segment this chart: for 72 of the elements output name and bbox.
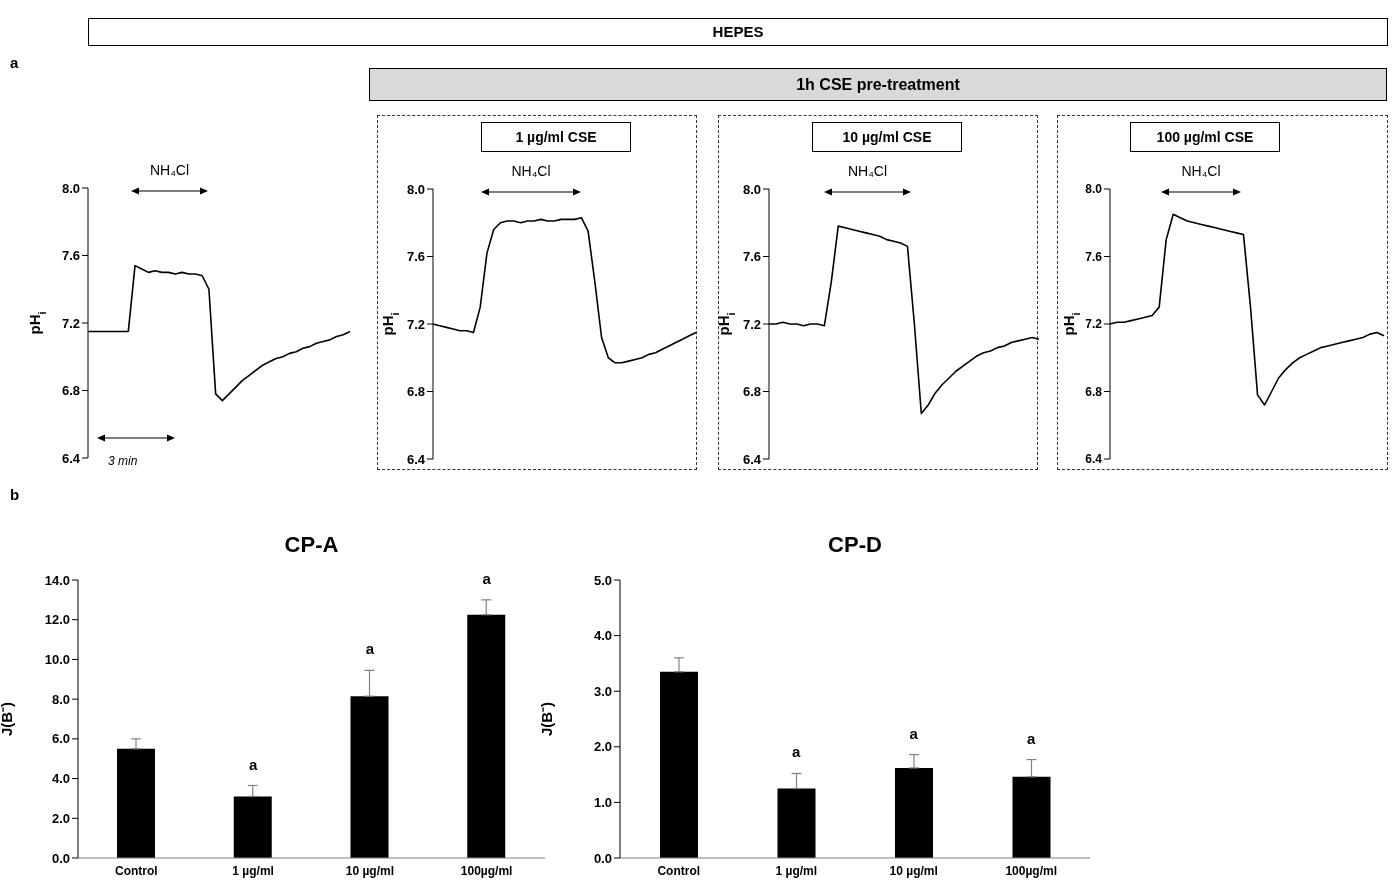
y-axis-title: J(B⁻) (538, 701, 555, 737)
y-tick-label: 7.2 (406, 316, 425, 332)
annotation: a (482, 569, 492, 587)
y-tick-label: 7.6 (61, 248, 80, 264)
text: a (10, 54, 19, 71)
x-tick-label: 100µg/ml (460, 863, 513, 878)
x-tick-label: 100µg/ml (1005, 863, 1058, 878)
y-tick-label: 8.0 (51, 691, 70, 707)
x-tick-label: 1 µg/ml (232, 863, 274, 878)
x-tick-label: 10 µg/ml (889, 863, 938, 878)
y-tick-label: 8.0 (61, 180, 80, 196)
text: HEPES (88, 18, 1388, 46)
y-tick-label: 7.2 (61, 315, 80, 331)
chart-title: 10 µg/ml CSE (812, 122, 962, 152)
x-tick-label: Control (657, 863, 701, 878)
y-tick-label: 6.8 (742, 384, 761, 400)
annotation: a (365, 640, 375, 658)
annotation: a (1027, 729, 1037, 747)
x-tick-label: 1 µg/ml (775, 863, 818, 878)
annotation: a (909, 724, 919, 742)
y-tick-label: 2.0 (51, 810, 70, 826)
text: NH₄Cl (1180, 163, 1222, 179)
text: NH₄Cl (846, 163, 889, 179)
y-tick-label: 6.4 (742, 451, 762, 467)
y-tick-label: 6.8 (406, 384, 425, 400)
bar (117, 748, 155, 858)
annotation: a (248, 755, 258, 773)
bar (233, 796, 272, 858)
bar (777, 788, 816, 858)
chart-title: CP-A (283, 532, 340, 558)
y-tick-label: 5.0 (593, 572, 612, 588)
chart-title: 100 µg/ml CSE (1130, 122, 1280, 152)
annotation: a (792, 743, 802, 761)
y-tick-label: 4.0 (593, 628, 612, 644)
x-tick-label: 10 µg/ml (345, 863, 395, 878)
y-tick-label: 2.0 (593, 739, 612, 755)
y-tick-label: 7.6 (742, 249, 761, 265)
y-tick-label: 6.4 (1085, 452, 1103, 467)
y-tick-label: 6.4 (406, 451, 426, 467)
y-tick-label: 0.0 (51, 850, 70, 866)
text: 1h CSE pre-treatment (369, 68, 1387, 101)
y-tick-label: 4.0 (51, 771, 70, 787)
text: NH₄Cl (510, 163, 552, 179)
bar (895, 767, 933, 858)
y-tick-label: 6.8 (1085, 384, 1103, 399)
y-tick-label: 0.0 (593, 850, 612, 866)
y-tick-label: 6.0 (51, 731, 70, 747)
x-tick-label: Control (115, 863, 158, 878)
chart-title: CP-D (827, 532, 883, 558)
y-tick-label: 6.8 (61, 383, 80, 399)
y-axis-title: J(B⁻) (0, 701, 15, 737)
y-tick-label: 10.0 (44, 652, 70, 668)
chart-title: 1 µg/ml CSE (481, 122, 631, 152)
y-tick-label: 1.0 (593, 795, 612, 811)
bar (467, 614, 506, 858)
y-tick-label: 8.0 (742, 181, 761, 197)
y-tick-label: 8.0 (406, 181, 425, 197)
y-tick-label: 6.4 (61, 450, 81, 466)
text: b (10, 486, 20, 503)
text: NH₄Cl (148, 162, 191, 178)
y-tick-label: 8.0 (1085, 182, 1103, 197)
bar (350, 696, 389, 858)
bar (660, 671, 698, 858)
y-tick-label: 7.6 (406, 249, 425, 265)
y-tick-label: 7.2 (742, 316, 761, 332)
annotation: 3 min (108, 454, 138, 468)
y-tick-label: 7.6 (1085, 249, 1103, 264)
y-tick-label: 7.2 (1085, 317, 1103, 332)
y-tick-label: 14.0 (44, 572, 70, 588)
y-tick-label: 3.0 (593, 683, 612, 699)
bar (1012, 776, 1051, 858)
y-tick-label: 12.0 (44, 612, 70, 628)
